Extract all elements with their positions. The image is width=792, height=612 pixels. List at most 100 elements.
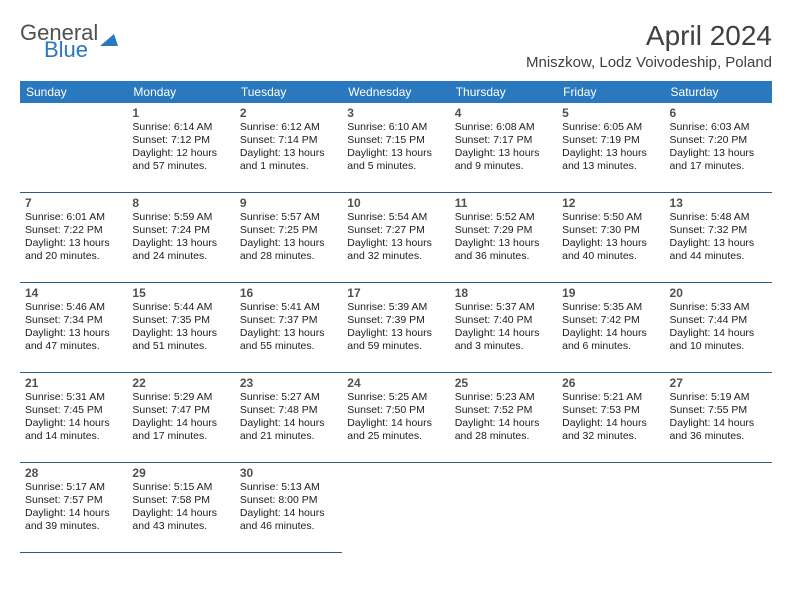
day-cell: 18Sunrise: 5:37 AMSunset: 7:40 PMDayligh… — [450, 283, 557, 373]
day-number: 22 — [132, 376, 229, 390]
day-cell: 20Sunrise: 5:33 AMSunset: 7:44 PMDayligh… — [665, 283, 772, 373]
day-info: Sunrise: 5:54 AMSunset: 7:27 PMDaylight:… — [347, 211, 444, 264]
day-header: Saturday — [665, 81, 772, 103]
day-cell — [665, 463, 772, 553]
day-cell — [20, 103, 127, 193]
day-cell: 21Sunrise: 5:31 AMSunset: 7:45 PMDayligh… — [20, 373, 127, 463]
day-cell: 4Sunrise: 6:08 AMSunset: 7:17 PMDaylight… — [450, 103, 557, 193]
day-info: Sunrise: 5:19 AMSunset: 7:55 PMDaylight:… — [670, 391, 767, 444]
day-info: Sunrise: 6:14 AMSunset: 7:12 PMDaylight:… — [132, 121, 229, 174]
calendar-body: 1Sunrise: 6:14 AMSunset: 7:12 PMDaylight… — [20, 103, 772, 553]
day-cell: 19Sunrise: 5:35 AMSunset: 7:42 PMDayligh… — [557, 283, 664, 373]
day-cell — [342, 463, 449, 553]
location-text: Mniszkow, Lodz Voivodeship, Poland — [526, 54, 772, 71]
day-cell: 3Sunrise: 6:10 AMSunset: 7:15 PMDaylight… — [342, 103, 449, 193]
day-cell: 8Sunrise: 5:59 AMSunset: 7:24 PMDaylight… — [127, 193, 234, 283]
day-cell: 30Sunrise: 5:13 AMSunset: 8:00 PMDayligh… — [235, 463, 342, 553]
day-number: 16 — [240, 286, 337, 300]
day-number: 10 — [347, 196, 444, 210]
day-number: 8 — [132, 196, 229, 210]
week-row: 28Sunrise: 5:17 AMSunset: 7:57 PMDayligh… — [20, 463, 772, 553]
day-info: Sunrise: 5:59 AMSunset: 7:24 PMDaylight:… — [132, 211, 229, 264]
day-info: Sunrise: 5:57 AMSunset: 7:25 PMDaylight:… — [240, 211, 337, 264]
day-cell: 29Sunrise: 5:15 AMSunset: 7:58 PMDayligh… — [127, 463, 234, 553]
day-cell: 27Sunrise: 5:19 AMSunset: 7:55 PMDayligh… — [665, 373, 772, 463]
day-cell: 25Sunrise: 5:23 AMSunset: 7:52 PMDayligh… — [450, 373, 557, 463]
day-header: Tuesday — [235, 81, 342, 103]
day-info: Sunrise: 6:10 AMSunset: 7:15 PMDaylight:… — [347, 121, 444, 174]
day-cell: 11Sunrise: 5:52 AMSunset: 7:29 PMDayligh… — [450, 193, 557, 283]
day-number: 17 — [347, 286, 444, 300]
day-cell: 16Sunrise: 5:41 AMSunset: 7:37 PMDayligh… — [235, 283, 342, 373]
day-info: Sunrise: 6:08 AMSunset: 7:17 PMDaylight:… — [455, 121, 552, 174]
day-number: 26 — [562, 376, 659, 390]
day-info: Sunrise: 5:29 AMSunset: 7:47 PMDaylight:… — [132, 391, 229, 444]
day-cell: 24Sunrise: 5:25 AMSunset: 7:50 PMDayligh… — [342, 373, 449, 463]
day-number: 9 — [240, 196, 337, 210]
title-block: April 2024 Mniszkow, Lodz Voivodeship, P… — [526, 20, 772, 71]
day-number: 5 — [562, 106, 659, 120]
month-title: April 2024 — [526, 20, 772, 52]
day-info: Sunrise: 5:44 AMSunset: 7:35 PMDaylight:… — [132, 301, 229, 354]
day-number: 29 — [132, 466, 229, 480]
week-row: 7Sunrise: 6:01 AMSunset: 7:22 PMDaylight… — [20, 193, 772, 283]
day-info: Sunrise: 5:15 AMSunset: 7:58 PMDaylight:… — [132, 481, 229, 534]
day-number: 3 — [347, 106, 444, 120]
day-number: 6 — [670, 106, 767, 120]
day-info: Sunrise: 6:01 AMSunset: 7:22 PMDaylight:… — [25, 211, 122, 264]
day-header-row: SundayMondayTuesdayWednesdayThursdayFrid… — [20, 81, 772, 103]
day-number: 4 — [455, 106, 552, 120]
day-cell: 13Sunrise: 5:48 AMSunset: 7:32 PMDayligh… — [665, 193, 772, 283]
day-number: 28 — [25, 466, 122, 480]
day-cell — [557, 463, 664, 553]
day-cell: 10Sunrise: 5:54 AMSunset: 7:27 PMDayligh… — [342, 193, 449, 283]
day-cell: 1Sunrise: 6:14 AMSunset: 7:12 PMDaylight… — [127, 103, 234, 193]
day-info: Sunrise: 5:27 AMSunset: 7:48 PMDaylight:… — [240, 391, 337, 444]
day-number: 13 — [670, 196, 767, 210]
day-cell: 15Sunrise: 5:44 AMSunset: 7:35 PMDayligh… — [127, 283, 234, 373]
day-cell: 23Sunrise: 5:27 AMSunset: 7:48 PMDayligh… — [235, 373, 342, 463]
week-row: 14Sunrise: 5:46 AMSunset: 7:34 PMDayligh… — [20, 283, 772, 373]
day-info: Sunrise: 5:52 AMSunset: 7:29 PMDaylight:… — [455, 211, 552, 264]
day-number: 19 — [562, 286, 659, 300]
logo-text-blue: Blue — [44, 37, 88, 62]
day-info: Sunrise: 5:39 AMSunset: 7:39 PMDaylight:… — [347, 301, 444, 354]
day-header: Sunday — [20, 81, 127, 103]
day-info: Sunrise: 5:13 AMSunset: 8:00 PMDaylight:… — [240, 481, 337, 534]
day-info: Sunrise: 5:41 AMSunset: 7:37 PMDaylight:… — [240, 301, 337, 354]
day-info: Sunrise: 5:48 AMSunset: 7:32 PMDaylight:… — [670, 211, 767, 264]
day-info: Sunrise: 6:12 AMSunset: 7:14 PMDaylight:… — [240, 121, 337, 174]
day-info: Sunrise: 5:23 AMSunset: 7:52 PMDaylight:… — [455, 391, 552, 444]
day-number: 30 — [240, 466, 337, 480]
day-number: 24 — [347, 376, 444, 390]
day-header: Wednesday — [342, 81, 449, 103]
day-number: 20 — [670, 286, 767, 300]
calendar-table: SundayMondayTuesdayWednesdayThursdayFrid… — [20, 81, 772, 553]
day-cell: 5Sunrise: 6:05 AMSunset: 7:19 PMDaylight… — [557, 103, 664, 193]
day-number: 23 — [240, 376, 337, 390]
day-info: Sunrise: 5:31 AMSunset: 7:45 PMDaylight:… — [25, 391, 122, 444]
week-row: 1Sunrise: 6:14 AMSunset: 7:12 PMDaylight… — [20, 103, 772, 193]
day-cell: 12Sunrise: 5:50 AMSunset: 7:30 PMDayligh… — [557, 193, 664, 283]
day-cell: 2Sunrise: 6:12 AMSunset: 7:14 PMDaylight… — [235, 103, 342, 193]
day-cell: 17Sunrise: 5:39 AMSunset: 7:39 PMDayligh… — [342, 283, 449, 373]
day-info: Sunrise: 5:17 AMSunset: 7:57 PMDaylight:… — [25, 481, 122, 534]
day-info: Sunrise: 5:25 AMSunset: 7:50 PMDaylight:… — [347, 391, 444, 444]
day-cell — [450, 463, 557, 553]
day-number: 12 — [562, 196, 659, 210]
week-row: 21Sunrise: 5:31 AMSunset: 7:45 PMDayligh… — [20, 373, 772, 463]
logo-triangle-icon — [100, 26, 118, 40]
day-info: Sunrise: 5:37 AMSunset: 7:40 PMDaylight:… — [455, 301, 552, 354]
day-header: Monday — [127, 81, 234, 103]
day-info: Sunrise: 6:05 AMSunset: 7:19 PMDaylight:… — [562, 121, 659, 174]
day-cell: 22Sunrise: 5:29 AMSunset: 7:47 PMDayligh… — [127, 373, 234, 463]
day-cell: 9Sunrise: 5:57 AMSunset: 7:25 PMDaylight… — [235, 193, 342, 283]
day-info: Sunrise: 5:46 AMSunset: 7:34 PMDaylight:… — [25, 301, 122, 354]
day-cell: 7Sunrise: 6:01 AMSunset: 7:22 PMDaylight… — [20, 193, 127, 283]
day-number: 7 — [25, 196, 122, 210]
day-info: Sunrise: 6:03 AMSunset: 7:20 PMDaylight:… — [670, 121, 767, 174]
day-number: 15 — [132, 286, 229, 300]
day-number: 14 — [25, 286, 122, 300]
day-info: Sunrise: 5:50 AMSunset: 7:30 PMDaylight:… — [562, 211, 659, 264]
day-number: 21 — [25, 376, 122, 390]
